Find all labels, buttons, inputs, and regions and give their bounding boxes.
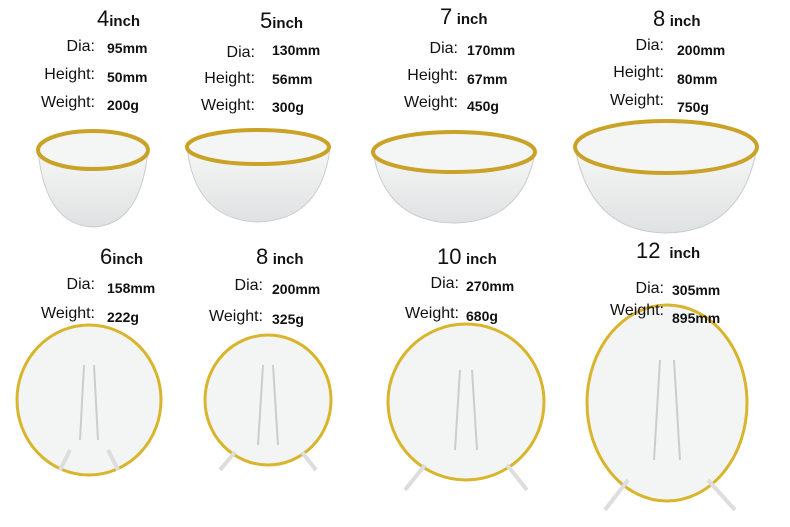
- bowl-4inch: [36, 129, 150, 228]
- height-value: 80mm: [677, 71, 718, 87]
- dia-label: Dia:: [635, 37, 664, 54]
- height-label: Height:: [407, 67, 458, 84]
- weight-value: 222g: [107, 309, 139, 325]
- weight-value: 300g: [272, 99, 304, 115]
- dia-label: Dia:: [429, 40, 458, 57]
- height-value: 50mm: [107, 69, 148, 85]
- weight-label: Weight:: [41, 94, 95, 111]
- weight-value: 895mm: [672, 310, 721, 326]
- weight-label: Weight:: [610, 302, 664, 319]
- plate-size-title: 8 inch: [256, 244, 304, 269]
- bowl-8inch: [573, 119, 759, 234]
- bowl-5inch: [185, 128, 331, 223]
- dia-label: Dia:: [226, 44, 255, 61]
- height-label: Height:: [204, 70, 255, 87]
- dia-value: 130mm: [272, 42, 321, 58]
- dia-value: 158mm: [107, 280, 156, 296]
- dia-value: 95mm: [107, 40, 148, 56]
- dia-value: 200mm: [272, 281, 321, 297]
- dia-value: 305mm: [672, 282, 721, 298]
- plate-12inch: [585, 303, 749, 512]
- weight-label: Weight:: [209, 308, 263, 325]
- dia-value: 270mm: [466, 278, 515, 294]
- bowl-size-title: 4inch: [97, 6, 141, 31]
- bowl-size-title: 7 inch: [440, 4, 488, 29]
- weight-value: 680g: [466, 308, 498, 324]
- dia-label: Dia:: [635, 280, 664, 297]
- height-value: 67mm: [467, 71, 508, 87]
- bowl-7inch: [371, 130, 537, 224]
- plate-6inch: [15, 323, 163, 477]
- height-value: 56mm: [272, 71, 313, 87]
- weight-label: Weight:: [404, 94, 458, 111]
- weight-label: Weight:: [405, 305, 459, 322]
- weight-value: 450g: [467, 98, 499, 114]
- bowl-size-title: 5inch: [260, 8, 304, 33]
- weight-value: 200g: [107, 97, 139, 113]
- dia-label: Dia:: [430, 275, 459, 292]
- height-label: Height:: [613, 64, 664, 81]
- plate-size-title: 6inch: [100, 244, 144, 269]
- weight-value: 325g: [272, 311, 304, 327]
- plate-size-title: 12 inch: [636, 238, 701, 263]
- dia-value: 200mm: [677, 42, 726, 58]
- plate-10inch: [386, 322, 546, 492]
- dia-value: 170mm: [467, 42, 516, 58]
- weight-value: 750g: [677, 99, 709, 115]
- weight-label: Weight:: [201, 97, 255, 114]
- height-label: Height:: [44, 66, 95, 83]
- dia-label: Dia:: [234, 277, 263, 294]
- dia-label: Dia:: [66, 276, 95, 293]
- weight-label: Weight:: [41, 305, 95, 322]
- dia-label: Dia:: [66, 38, 95, 55]
- plate-8inch: [203, 333, 333, 472]
- bowl-size-title: 8 inch: [653, 6, 701, 31]
- plate-size-title: 10 inch: [437, 244, 497, 269]
- weight-label: Weight:: [610, 92, 664, 109]
